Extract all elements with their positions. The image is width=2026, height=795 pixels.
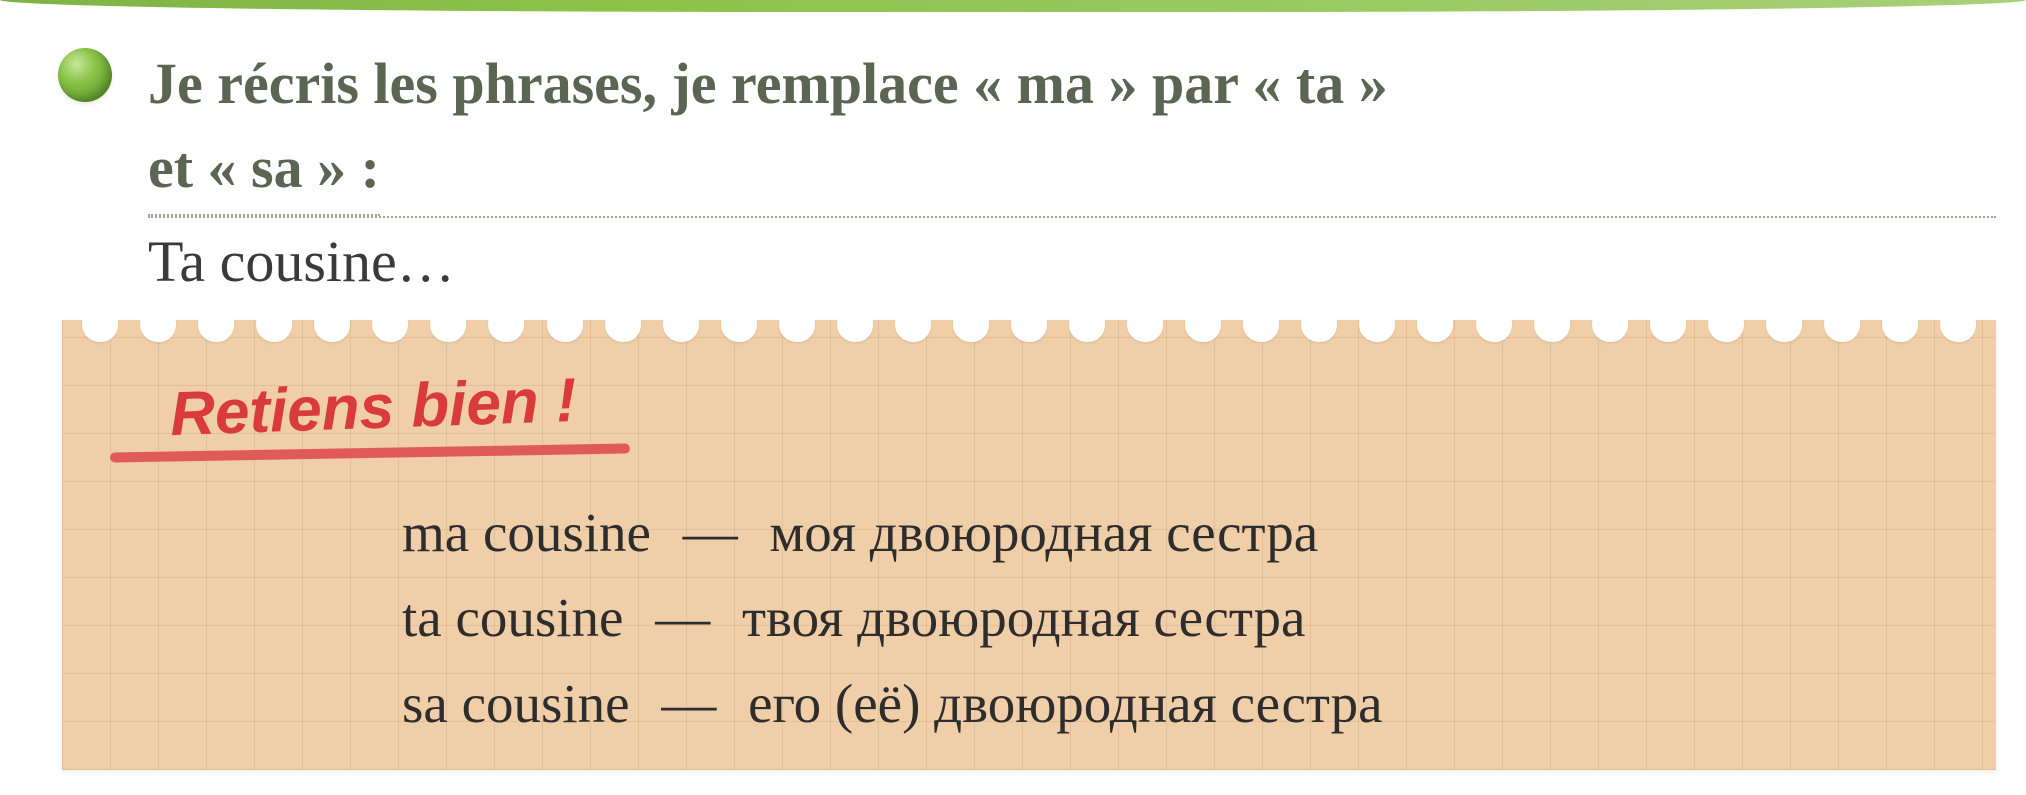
vocab-row: ta cousine — твоя двоюродная сестра [402, 575, 1383, 660]
paper-hole [663, 306, 699, 342]
vocab-row: sa cousine — его (её) двоюродная сестра [402, 661, 1383, 746]
paper-hole [140, 306, 176, 342]
vocab-dash: — [661, 673, 716, 734]
paper-hole [198, 306, 234, 342]
paper-hole [1534, 306, 1570, 342]
paper-hole [1185, 306, 1221, 342]
heading-line1: Je récris les phrases, je remplace « ma … [148, 51, 1388, 116]
vocab-dash: — [655, 587, 710, 648]
paper-hole [1417, 306, 1453, 342]
paper-hole [1127, 306, 1163, 342]
paper-hole [1476, 306, 1512, 342]
paper-hole [779, 306, 815, 342]
vocab-fr: ta cousine [402, 587, 623, 648]
paper-hole [1243, 306, 1279, 342]
vocab-ru: моя двоюродная сестра [769, 502, 1318, 563]
paper-hole [372, 306, 408, 342]
paper-hole [721, 306, 757, 342]
paper-hole [1650, 306, 1686, 342]
paper-hole [1069, 306, 1105, 342]
paper-hole [256, 306, 292, 342]
paper-hole [488, 306, 524, 342]
vocab-list: ma cousine — моя двоюродная сестра ta co… [402, 490, 1383, 746]
paper-hole [1592, 306, 1628, 342]
paper-hole [1940, 306, 1976, 342]
paper-hole [82, 306, 118, 342]
heading-line2: et « sa » : [148, 126, 380, 216]
paper-perforation [62, 306, 1996, 346]
vocab-row: ma cousine — моя двоюродная сестра [402, 490, 1383, 575]
exercise-heading: Je récris les phrases, je remplace « ma … [148, 42, 1996, 218]
paper-hole [547, 306, 583, 342]
page-top-green-edge [0, 0, 2026, 12]
paper-hole [1766, 306, 1802, 342]
paper-hole [314, 306, 350, 342]
paper-hole [1301, 306, 1337, 342]
example-text: Ta cousine… [148, 228, 455, 295]
green-bullet-icon [58, 48, 112, 102]
paper-hole [953, 306, 989, 342]
retiens-bien-label: Retiens bien ! [169, 365, 578, 450]
paper-hole [605, 306, 641, 342]
vocab-fr: ma cousine [402, 502, 651, 563]
vocab-fr: sa cousine [402, 673, 630, 734]
vocab-ru: твоя двоюродная сестра [742, 587, 1305, 648]
paper-hole [1708, 306, 1744, 342]
paper-hole [895, 306, 931, 342]
paper-hole [430, 306, 466, 342]
paper-hole [1359, 306, 1395, 342]
paper-hole [837, 306, 873, 342]
paper-hole [1824, 306, 1860, 342]
paper-hole [1011, 306, 1047, 342]
vocab-dash: — [683, 502, 738, 563]
vocab-ru: его (её) двоюродная сестра [748, 673, 1382, 734]
paper-hole [1882, 306, 1918, 342]
